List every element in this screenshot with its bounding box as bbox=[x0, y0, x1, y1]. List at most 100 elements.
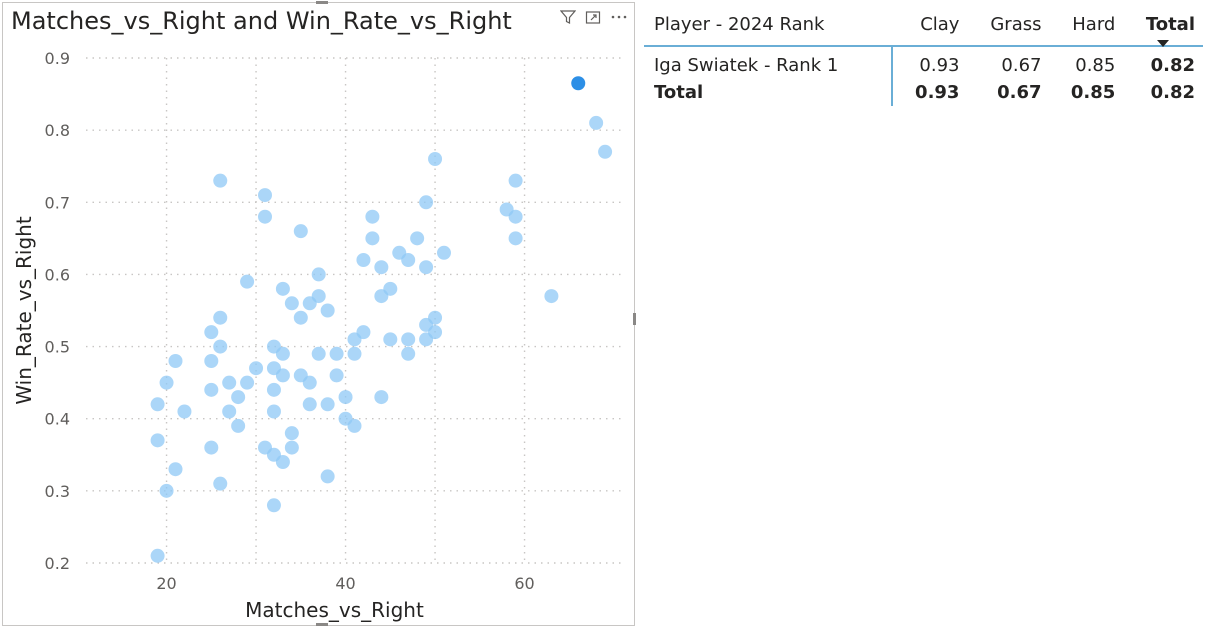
row-label: Iga Swiatek - Rank 1 bbox=[644, 46, 894, 79]
scatter-point[interactable] bbox=[311, 267, 326, 282]
x-tick-label: 60 bbox=[514, 574, 534, 593]
scatter-point[interactable] bbox=[240, 274, 255, 289]
y-tick-label: 0.6 bbox=[45, 265, 70, 284]
scatter-point[interactable] bbox=[320, 397, 335, 412]
scatter-point[interactable] bbox=[150, 397, 165, 412]
scatter-point[interactable] bbox=[598, 144, 613, 159]
scatter-point[interactable] bbox=[258, 188, 272, 203]
scatter-point[interactable] bbox=[544, 289, 559, 304]
scatter-point[interactable] bbox=[508, 209, 523, 224]
scatter-point[interactable] bbox=[204, 325, 219, 340]
scatter-visual[interactable]: Matches_vs_Right and Win_Rate_vs_Right 0… bbox=[2, 1, 636, 626]
scatter-point[interactable] bbox=[401, 346, 416, 361]
scatter-point[interactable] bbox=[266, 382, 281, 397]
scatter-point[interactable] bbox=[213, 310, 228, 325]
scatter-point[interactable] bbox=[168, 354, 183, 368]
scatter-point[interactable] bbox=[374, 390, 389, 405]
filter-icon[interactable] bbox=[559, 9, 577, 29]
x-tick-label: 40 bbox=[335, 574, 355, 593]
table-row[interactable]: Iga Swiatek - Rank 1 0.93 0.67 0.85 0.82 bbox=[644, 46, 1203, 79]
scatter-point[interactable] bbox=[231, 390, 246, 405]
column-header-player[interactable]: Player - 2024 Rank bbox=[654, 14, 825, 35]
scatter-point[interactable] bbox=[266, 404, 281, 419]
matrix-visual[interactable]: Player - 2024 Rank Clay Grass Hard Total… bbox=[644, 0, 1204, 130]
scatter-point[interactable] bbox=[374, 260, 389, 275]
focus-mode-icon[interactable] bbox=[585, 9, 601, 29]
scatter-point[interactable] bbox=[347, 418, 362, 433]
cell-hard: 0.85 bbox=[1075, 55, 1116, 76]
scatter-point[interactable] bbox=[275, 368, 290, 383]
scatter-point[interactable] bbox=[347, 346, 362, 361]
scatter-point[interactable] bbox=[508, 231, 523, 246]
scatter-point[interactable] bbox=[302, 397, 317, 412]
scatter-point[interactable] bbox=[356, 325, 371, 340]
scatter-point[interactable] bbox=[213, 476, 228, 491]
resize-handle-right[interactable] bbox=[633, 313, 636, 325]
scatter-point[interactable] bbox=[266, 498, 281, 513]
scatter-plot: 0.2 0.3 0.4 0.5 0.6 0.7 0.8 0.9 20 40 60 Matches_v… bbox=[12, 49, 623, 622]
scatter-point[interactable] bbox=[240, 375, 255, 390]
scatter-point[interactable] bbox=[401, 332, 416, 347]
resize-handle-bottom[interactable] bbox=[316, 623, 328, 626]
scatter-point[interactable] bbox=[168, 462, 183, 477]
scatter-point[interactable] bbox=[320, 469, 335, 484]
scatter-point[interactable] bbox=[329, 368, 344, 383]
y-tick-label: 0.8 bbox=[45, 121, 70, 140]
scatter-point[interactable] bbox=[284, 426, 299, 441]
scatter-point[interactable] bbox=[159, 375, 174, 390]
resize-handle-top[interactable] bbox=[316, 1, 328, 4]
y-tick-label: 0.5 bbox=[45, 338, 70, 357]
scatter-point[interactable] bbox=[258, 209, 272, 224]
scatter-point[interactable] bbox=[383, 332, 398, 347]
x-axis-title: Matches_vs_Right bbox=[245, 598, 424, 622]
scatter-point[interactable] bbox=[204, 382, 219, 397]
scatter-point[interactable] bbox=[213, 339, 228, 354]
scatter-point[interactable] bbox=[150, 548, 165, 563]
scatter-point[interactable] bbox=[320, 303, 335, 318]
scatter-point[interactable] bbox=[311, 289, 326, 304]
scatter-point[interactable] bbox=[410, 231, 425, 246]
scatter-point[interactable] bbox=[383, 281, 398, 296]
scatter-point[interactable] bbox=[284, 440, 299, 455]
scatter-point[interactable] bbox=[275, 281, 290, 296]
scatter-point[interactable] bbox=[311, 346, 326, 361]
scatter-point[interactable] bbox=[275, 346, 290, 361]
axis-ticks: 0.2 0.3 0.4 0.5 0.6 0.7 0.8 0.9 20 40 60 bbox=[45, 49, 535, 593]
scatter-point[interactable] bbox=[293, 224, 308, 239]
column-header-clay[interactable]: Clay bbox=[920, 14, 960, 35]
scatter-point[interactable] bbox=[177, 404, 192, 419]
more-options-icon[interactable] bbox=[610, 9, 628, 29]
scatter-point[interactable] bbox=[365, 231, 380, 246]
scatter-point[interactable] bbox=[222, 404, 237, 419]
column-header-grass[interactable]: Grass bbox=[990, 14, 1042, 35]
scatter-point[interactable] bbox=[401, 253, 416, 267]
scatter-point[interactable] bbox=[356, 253, 371, 267]
scatter-point[interactable] bbox=[293, 310, 308, 325]
scatter-point[interactable] bbox=[231, 418, 246, 433]
scatter-point[interactable] bbox=[365, 209, 380, 224]
scatter-point[interactable] bbox=[159, 483, 174, 498]
column-header-total[interactable]: Total bbox=[1123, 6, 1203, 47]
scatter-point[interactable] bbox=[428, 325, 443, 340]
scatter-point[interactable] bbox=[508, 173, 523, 188]
scatter-point[interactable] bbox=[338, 390, 353, 405]
scatter-point[interactable] bbox=[249, 361, 264, 376]
column-header-hard[interactable]: Hard bbox=[1072, 14, 1116, 35]
scatter-point[interactable] bbox=[428, 152, 443, 166]
scatter-point[interactable] bbox=[284, 296, 299, 311]
scatter-point[interactable] bbox=[275, 455, 290, 469]
scatter-point[interactable] bbox=[204, 440, 219, 455]
scatter-point[interactable] bbox=[329, 346, 344, 361]
scatter-point[interactable] bbox=[302, 375, 317, 390]
scatter-point[interactable] bbox=[222, 375, 237, 390]
scatter-point[interactable] bbox=[150, 433, 165, 448]
scatter-point[interactable] bbox=[419, 260, 434, 275]
scatter-point[interactable] bbox=[213, 173, 228, 188]
scatter-point[interactable] bbox=[437, 245, 451, 260]
scatter-point[interactable] bbox=[204, 354, 219, 368]
y-tick-label: 0.4 bbox=[45, 410, 70, 429]
highlighted-point[interactable] bbox=[571, 76, 586, 91]
scatter-point[interactable] bbox=[589, 115, 604, 130]
scatter-point[interactable] bbox=[428, 310, 443, 325]
scatter-point[interactable] bbox=[419, 195, 434, 210]
